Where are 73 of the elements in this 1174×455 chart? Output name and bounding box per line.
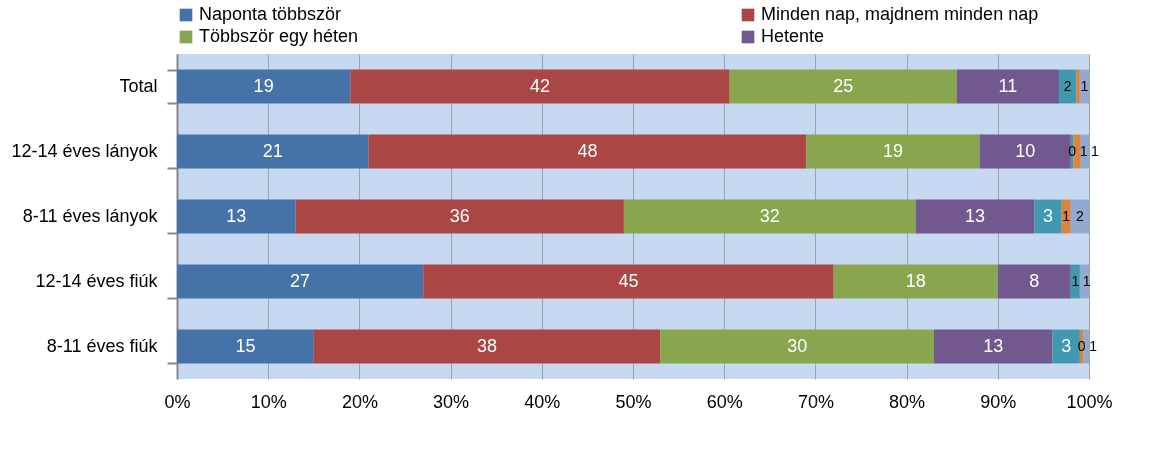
bar <box>177 134 369 169</box>
bar <box>729 69 957 104</box>
x-tick-label: 20% <box>341 391 378 412</box>
data-label: 8 <box>1029 270 1040 291</box>
data-label: 19 <box>882 140 903 161</box>
data-label: 0 <box>1077 337 1086 354</box>
data-label: 27 <box>290 270 311 291</box>
data-label: 3 <box>1061 335 1072 356</box>
x-tick-label: 70% <box>797 391 834 412</box>
data-label: 1 <box>1071 272 1080 289</box>
bar <box>915 199 1035 234</box>
bar <box>806 134 980 169</box>
x-tick-label: 40% <box>524 391 561 412</box>
data-label: 15 <box>235 335 256 356</box>
x-tick-label: 100% <box>1066 391 1113 412</box>
legend-label: Minden nap, majdnem minden nap <box>761 4 1039 24</box>
data-label: 1 <box>1062 207 1071 224</box>
data-label: 38 <box>477 335 498 356</box>
x-tick-label: 80% <box>889 391 926 412</box>
bar <box>177 329 314 364</box>
y-tick-label: 8-11 éves lányok <box>22 206 159 226</box>
bar <box>368 134 807 169</box>
legend-label: Naponta többször <box>199 4 342 24</box>
bar <box>313 329 661 364</box>
legend-label: Többször egy héten <box>199 26 359 46</box>
bar <box>1076 69 1080 104</box>
data-label: 45 <box>618 270 639 291</box>
bar <box>1034 199 1062 234</box>
data-label: 1 <box>1079 142 1088 159</box>
data-label: 1 <box>1089 337 1098 354</box>
bar <box>997 264 1071 299</box>
data-label: 1 <box>1082 272 1091 289</box>
data-label: 48 <box>577 140 598 161</box>
bar <box>177 264 424 299</box>
x-tick-label: 30% <box>433 391 470 412</box>
bar <box>177 69 351 104</box>
data-label: 18 <box>905 270 926 291</box>
bar <box>423 264 834 299</box>
data-label: 1 <box>1091 142 1100 159</box>
data-label: 32 <box>759 205 780 226</box>
x-tick-label: 0% <box>164 391 191 412</box>
data-label: 1 <box>1080 77 1089 94</box>
bar <box>660 329 934 364</box>
data-label: 13 <box>983 335 1004 356</box>
data-label: 10 <box>1015 140 1036 161</box>
y-tick-label: 8-11 éves fiúk <box>46 336 159 356</box>
data-label: 36 <box>449 205 470 226</box>
bar <box>350 69 730 104</box>
data-label: 21 <box>262 140 283 161</box>
data-label: 19 <box>253 75 274 96</box>
x-tick-label: 10% <box>250 391 287 412</box>
data-label: 13 <box>964 205 986 226</box>
data-label: 42 <box>529 75 550 96</box>
bar <box>177 199 296 234</box>
data-label: 11 <box>998 75 1018 96</box>
bar <box>623 199 916 234</box>
bar <box>295 199 624 234</box>
bar <box>833 264 998 299</box>
bar <box>933 329 1053 364</box>
legend-label: Hetente <box>761 26 825 46</box>
x-tick-label: 50% <box>615 391 652 412</box>
data-label: 2 <box>1063 77 1072 94</box>
x-tick-label: 60% <box>706 391 743 412</box>
x-tick-label: 90% <box>980 391 1017 412</box>
data-label: 25 <box>833 75 854 96</box>
y-tick-label: 12-14 éves fiúk <box>35 271 159 291</box>
y-tick-label: Total <box>119 76 158 96</box>
data-label: 2 <box>1075 207 1084 224</box>
data-label: 30 <box>787 335 808 356</box>
y-tick-label: 12-14 éves lányok <box>11 141 159 161</box>
data-label: 13 <box>226 205 247 226</box>
data-label: 3 <box>1042 205 1053 226</box>
bar <box>956 69 1059 104</box>
